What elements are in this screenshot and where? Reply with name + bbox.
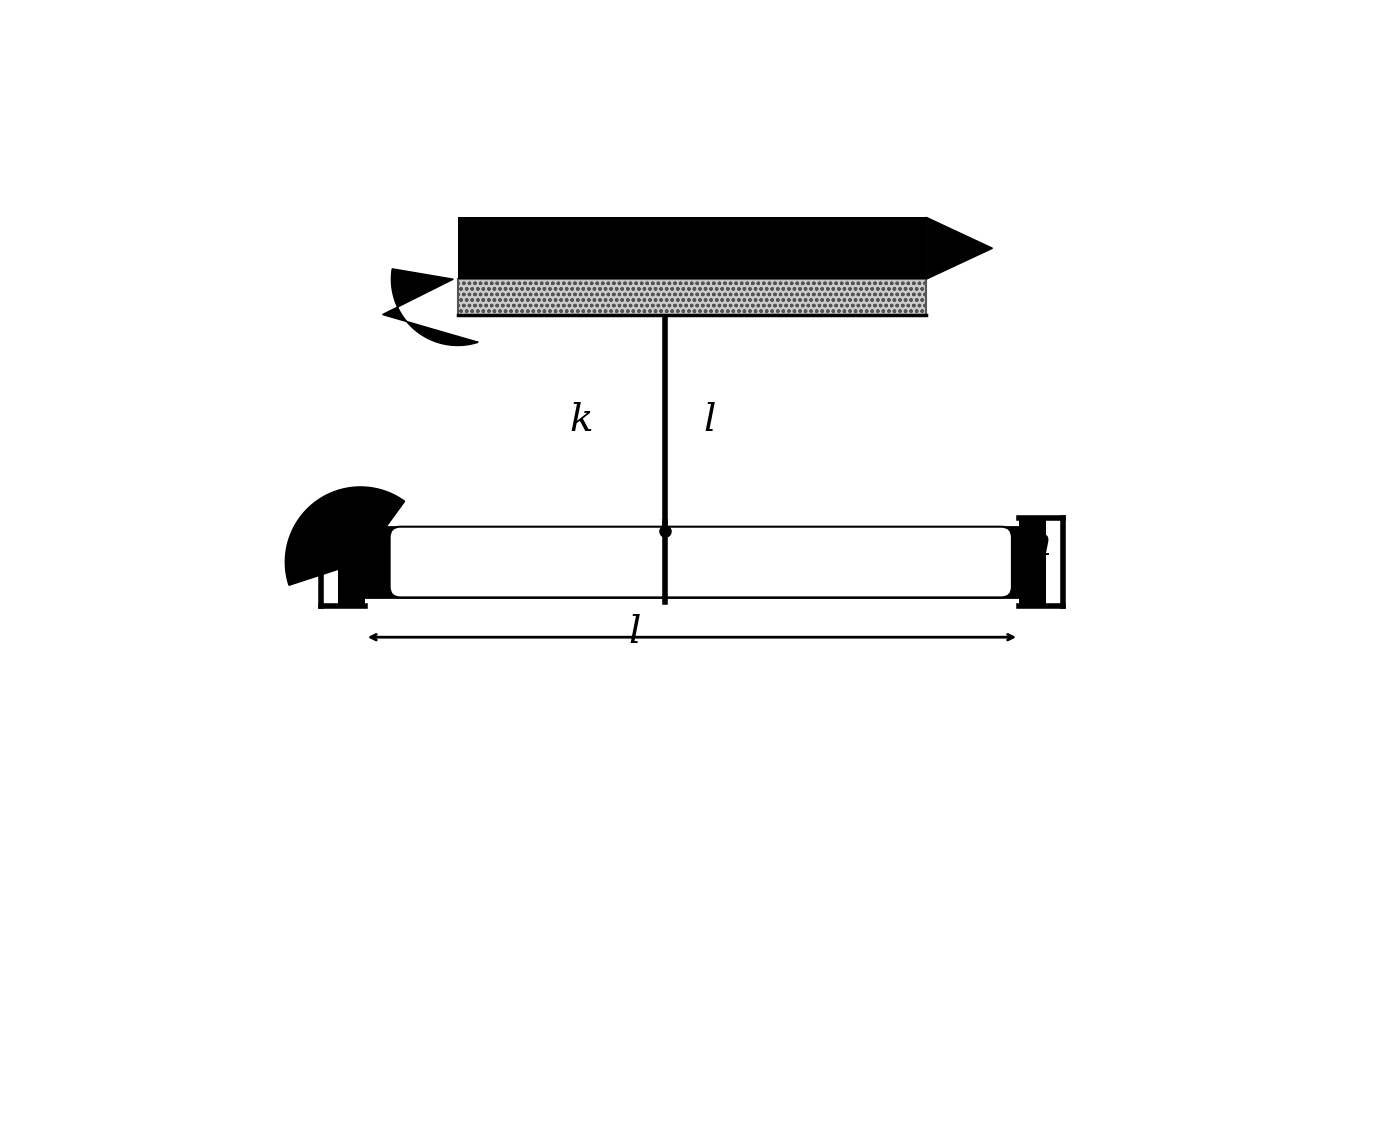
Polygon shape	[383, 269, 479, 346]
Text: m: m	[1014, 526, 1051, 563]
Text: l: l	[629, 614, 641, 651]
Text: k: k	[570, 402, 593, 440]
Bar	[365, 527, 1020, 597]
Bar	[458, 217, 926, 279]
Text: l: l	[703, 402, 716, 440]
Bar	[1020, 518, 1046, 606]
Bar	[458, 279, 926, 315]
Polygon shape	[285, 487, 405, 585]
Polygon shape	[926, 217, 992, 279]
FancyBboxPatch shape	[389, 527, 1011, 597]
Bar	[338, 518, 365, 606]
